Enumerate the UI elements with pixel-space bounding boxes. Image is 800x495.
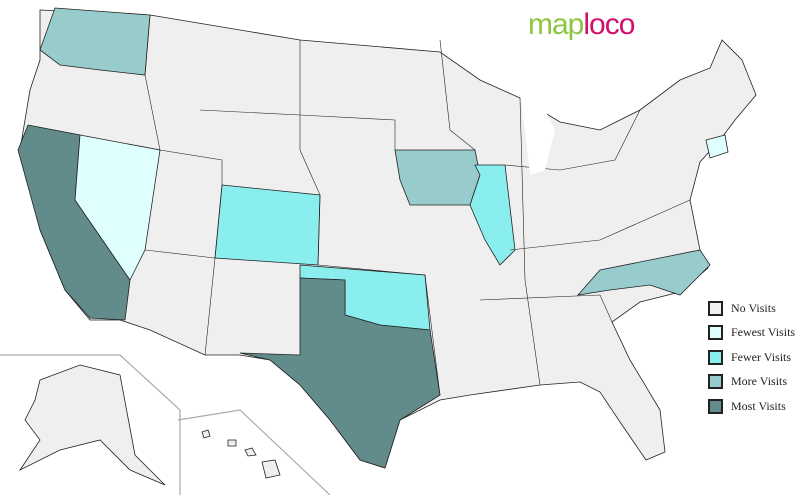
swatch	[708, 325, 723, 341]
swatch	[708, 398, 723, 414]
state-texas[interactable]	[239, 277, 441, 469]
great-lakes	[520, 95, 555, 175]
us-outline	[19, 9, 757, 469]
state-illinois[interactable]	[469, 164, 516, 266]
state-connecticut[interactable]	[705, 134, 729, 159]
alaska-inset	[0, 354, 181, 495]
state-colorado[interactable]	[214, 184, 321, 266]
state-iowa[interactable]	[394, 149, 481, 206]
swatch	[708, 349, 723, 365]
legend-item-fewest-visits: Fewest Visits	[708, 321, 795, 346]
legend-item-more-visits: More Visits	[708, 370, 795, 395]
hawaii-inset	[177, 409, 331, 495]
swatch	[708, 374, 723, 390]
state-north-carolina[interactable]	[576, 249, 711, 296]
legend-item-fewer-visits: Fewer Visits	[708, 345, 795, 370]
legend-item-most-visits: Most Visits	[708, 394, 795, 419]
legend: No Visits Fewest Visits Fewer Visits Mor…	[708, 296, 795, 419]
swatch	[708, 300, 723, 316]
legend-item-no-visits: No Visits	[708, 296, 795, 321]
maploco-logo: maploco	[528, 8, 635, 41]
